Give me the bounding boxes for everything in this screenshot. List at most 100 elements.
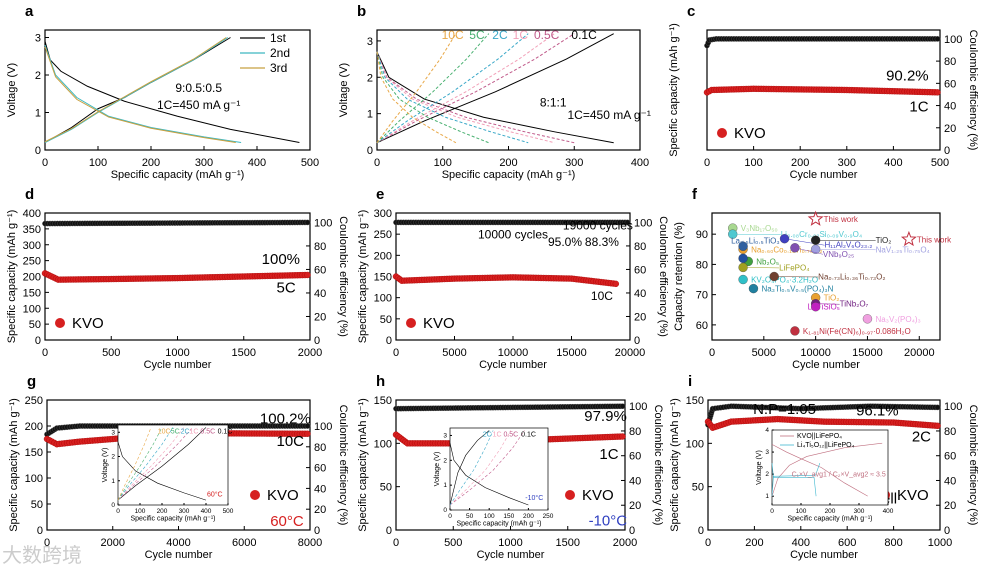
y2-tick-label: 80 (634, 241, 646, 253)
y-tick-label: 0 (443, 507, 447, 514)
legend: KVO (406, 315, 455, 332)
legend-marker (55, 318, 65, 328)
y-tick-label: 50 (380, 314, 392, 326)
x-axis-title: Cycle number (790, 169, 858, 181)
panel-label: b (357, 3, 366, 20)
annotation: 5C (277, 279, 296, 296)
y-tick-label: 3 (443, 432, 447, 439)
panel-label: f (692, 186, 698, 203)
panel-label: g (27, 373, 36, 390)
y-tick-label: 100 (25, 473, 43, 485)
y2-tick-label: 80 (944, 56, 956, 68)
y2-tick-label: 40 (314, 288, 326, 300)
legend: KVO (565, 487, 614, 504)
point-label: TiNb₂O₇ (840, 300, 869, 309)
y-tick-label: 100 (374, 438, 392, 450)
annotation: 88.3% (585, 235, 619, 249)
x-tick-label: 200 (499, 157, 517, 169)
y-axis-title: Specific capacity (mAh g⁻¹) (8, 398, 20, 532)
annotation: 60°C (270, 513, 304, 530)
data-point (304, 423, 311, 429)
y-tick-label: 0 (111, 502, 115, 509)
y-tick-label: 3 (367, 36, 373, 48)
legend-label: KVO (423, 315, 455, 332)
series-line-10C (117, 427, 152, 501)
data-point (624, 219, 631, 226)
annotation: 10C (277, 433, 305, 450)
y2-tick-label: 20 (629, 500, 641, 512)
y-tick-label: 250 (374, 229, 392, 241)
series-line-LiTiOLiFePO (771, 462, 821, 497)
x-tick-label: 10000 (800, 347, 831, 359)
y-tick-label: 1 (443, 482, 447, 489)
x-axis-title: Specific capacity (mAh g⁻¹) (457, 521, 542, 528)
y2-tick-label: 20 (944, 500, 956, 512)
y-tick-label: 2 (111, 454, 115, 461)
annotation: 90.2% (886, 67, 929, 84)
plot-frame (44, 29, 311, 151)
x-tick-label: 0 (705, 537, 711, 549)
y-tick-label: 2 (443, 457, 447, 464)
x-tick-label: 200 (157, 508, 168, 515)
y-axis-title: Voltage (V) (338, 63, 350, 117)
x-tick-label: 1000 (498, 537, 522, 549)
series-line-2C (449, 430, 494, 506)
y2-tick-label: 100 (314, 421, 332, 433)
panel-f: 0 5000 10000 15000 20000 60 70 80 90 Cycle number… (673, 186, 952, 371)
series-coulombic-efficiency (393, 403, 626, 412)
x-tick-label: 0 (393, 537, 399, 549)
legend-marker (250, 490, 260, 500)
y2-tick-label: 60 (629, 451, 641, 463)
annotation: 100% (262, 251, 300, 268)
x-axis-title: Specific capacity (mAh g⁻¹) (111, 169, 245, 181)
legend-label: 1st (270, 31, 287, 45)
annotation: N:P=1.05 (753, 401, 816, 418)
legend: KVO (250, 487, 299, 504)
annotation: 0.1C (218, 428, 233, 435)
x-tick-label: 300 (838, 157, 856, 169)
panel-label: i (688, 373, 692, 390)
y-axis-title: Capacity retention (%) (673, 222, 685, 331)
data-point (612, 280, 620, 288)
panel-label: a (25, 3, 34, 20)
annotation: 2C (483, 432, 492, 439)
x-tick-label: 2000 (101, 537, 125, 549)
y2-axis-title: Coulombic efficiency (%) (967, 405, 979, 526)
y-tick-label: 300 (374, 208, 392, 220)
x-tick-label: 500 (444, 537, 462, 549)
x-tick-label: 800 (884, 537, 902, 549)
point-label: NaV₁.₂₅Ti₀.₇₅O₄ (876, 245, 930, 254)
leader-line (732, 233, 781, 235)
annotation: 1C=450 mA g⁻¹ (157, 98, 240, 112)
x-tick-label: 15000 (852, 347, 883, 359)
x-tick-label: 100 (135, 508, 146, 515)
y-tick-label: 1 (111, 478, 115, 485)
series-line-2nd (44, 44, 242, 143)
annotation: 5C (171, 428, 180, 435)
series-line-01C (449, 442, 529, 506)
y2-tick-label: 20 (634, 311, 646, 323)
y-axis-title: Specific capacity (mAh g⁻¹) (357, 210, 369, 344)
data-point (934, 422, 941, 430)
y-tick-label: 250 (25, 395, 43, 407)
annotation: 1C (189, 428, 198, 435)
annotation: 2C (181, 428, 190, 435)
x-axis-title: Specific capacity (mAh g⁻¹) (442, 169, 576, 181)
x-tick-label: 300 (195, 157, 213, 169)
x-tick-label: 200 (791, 157, 809, 169)
annotation: 5C (469, 28, 485, 42)
y-axis-title: Voltage (V) (434, 452, 441, 487)
x-tick-label: 600 (838, 537, 856, 549)
legend-marker (717, 128, 727, 138)
y2-tick-label: 40 (629, 475, 641, 487)
y2-axis-title: Coulombic efficiency (%) (657, 216, 669, 337)
x-tick-label: 200 (523, 513, 534, 520)
y-tick-label: 50 (31, 499, 43, 511)
x-tick-label: 200 (745, 537, 763, 549)
point-label: TiO₂ (824, 294, 840, 303)
legend: KVO (717, 125, 766, 142)
point-label: La₀.₅Li₀.₅TiO₃ (731, 236, 780, 245)
series-line-2C (376, 33, 529, 144)
